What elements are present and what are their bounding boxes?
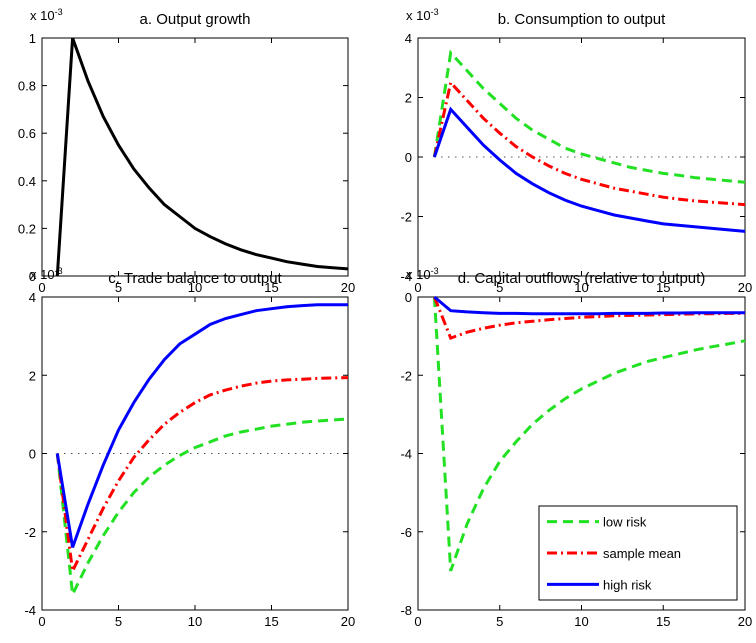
- x-tick-label: 5: [115, 280, 122, 295]
- series-line: [55, 303, 348, 548]
- y-tick-label: 1: [29, 31, 36, 46]
- y-tick-label: 0.8: [18, 79, 36, 94]
- x-tick-label: 10: [188, 614, 202, 629]
- y-tick-label: 4: [29, 290, 36, 305]
- x-tick-label: 0: [38, 614, 45, 629]
- x-tick-label: 0: [38, 280, 45, 295]
- scale-label: x 10-3: [406, 7, 439, 23]
- x-tick-label: 20: [738, 614, 752, 629]
- x-tick-label: 5: [496, 614, 503, 629]
- x-tick-label: 10: [574, 280, 588, 295]
- y-tick-label: -4: [400, 269, 412, 284]
- y-tick-label: -4: [400, 447, 412, 462]
- y-tick-label: 2: [29, 368, 36, 383]
- x-tick-label: 15: [264, 280, 278, 295]
- series-line: [432, 79, 746, 207]
- x-tick-label: 15: [656, 614, 670, 629]
- y-tick-label: 0: [405, 290, 412, 305]
- series-line: [432, 49, 746, 184]
- scale-label: x 10-3: [406, 266, 439, 282]
- scale-base: x 10: [30, 267, 55, 282]
- x-tick-label: 10: [574, 614, 588, 629]
- x-tick-label: 5: [496, 280, 503, 295]
- scale-base: x 10: [406, 267, 431, 282]
- y-tick-label: -2: [24, 525, 36, 540]
- series-line: [55, 417, 349, 600]
- legend-label: low risk: [603, 515, 647, 530]
- x-tick-label: 15: [656, 280, 670, 295]
- x-tick-label: 20: [341, 614, 355, 629]
- y-tick-label: -2: [400, 210, 412, 225]
- x-tick-label: 0: [414, 280, 421, 295]
- scale-exponent: -3: [55, 266, 63, 276]
- x-tick-label: 5: [115, 614, 122, 629]
- x-tick-label: 20: [738, 280, 752, 295]
- scale-exponent: -3: [55, 7, 63, 17]
- scale-label: x 10-3: [30, 266, 63, 282]
- series-line: [432, 296, 746, 572]
- y-tick-label: 2: [405, 91, 412, 106]
- y-tick-label: 0: [29, 447, 36, 462]
- y-tick-label: 0.4: [18, 174, 36, 189]
- subplot: 0 5 10 15 20-8-6-4-20x 10-3 d. Capital outflo…: [400, 266, 752, 629]
- scale-exponent: -3: [431, 7, 439, 17]
- y-tick-label: 0: [405, 150, 412, 165]
- chart-title: a. Output growth: [140, 11, 251, 28]
- scale-base: x 10: [30, 8, 55, 23]
- chart-title: d. Capital outflows (relative to output): [458, 270, 706, 287]
- legend-label: sample mean: [603, 546, 681, 561]
- series-line: [433, 295, 745, 316]
- y-tick-label: -6: [400, 525, 412, 540]
- y-tick-label: 0.2: [18, 221, 36, 236]
- x-tick-label: 15: [264, 614, 278, 629]
- chart-title: c. Trade balance to output: [108, 270, 282, 287]
- scale-label: x 10-3: [30, 7, 63, 23]
- scale-base: x 10: [406, 8, 431, 23]
- x-tick-label: 10: [188, 280, 202, 295]
- series-line: [432, 106, 746, 233]
- x-tick-label: 20: [341, 280, 355, 295]
- chart-title: b. Consumption to output: [498, 11, 666, 28]
- scale-exponent: -3: [431, 266, 439, 276]
- y-tick-label: 0: [29, 269, 36, 284]
- y-tick-label: 0.6: [18, 126, 36, 141]
- subplot: 0 5 10 15 20 -4 -2 0 2 4 x 10-3 c. Trade balance to…: [24, 266, 355, 629]
- y-tick-label: -2: [400, 368, 412, 383]
- x-tick-label: 0: [414, 614, 421, 629]
- series-line: [55, 37, 349, 277]
- y-tick-label: -8: [400, 603, 412, 618]
- legend-label: high risk: [603, 577, 652, 592]
- y-tick-label: -4: [24, 603, 36, 618]
- axes-box: [41, 37, 349, 277]
- y-tick-label: 4: [405, 31, 412, 46]
